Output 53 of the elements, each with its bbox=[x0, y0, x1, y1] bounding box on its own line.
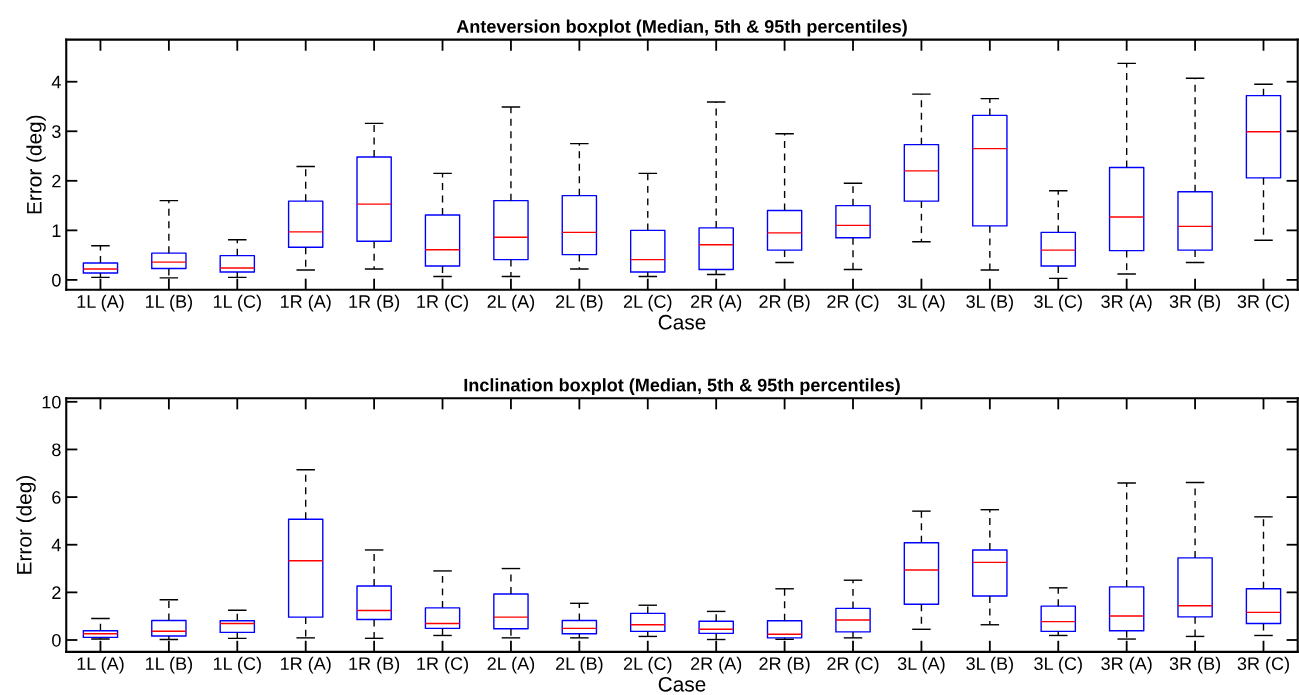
x-tick-label: 2L (B) bbox=[556, 294, 603, 312]
x-tick-label: 3L (B) bbox=[966, 294, 1013, 312]
chart-title: Inclination boxplot (Median, 5th & 95th percentiles) bbox=[464, 378, 900, 396]
y-tick-label: 4 bbox=[51, 538, 61, 552]
y-axis-title: Error (deg) bbox=[16, 476, 36, 574]
x-tick-label: 3L (C) bbox=[1034, 294, 1082, 312]
x-tick-label: 3R (B) bbox=[1169, 294, 1221, 312]
x-tick-label: 1L (B) bbox=[146, 656, 192, 674]
x-tick-label: 3R (C) bbox=[1237, 656, 1289, 674]
x-tick-label: 3L (A) bbox=[897, 294, 945, 312]
x-tick-label: 1L (A) bbox=[77, 294, 124, 312]
x-axis-title: Case bbox=[658, 676, 706, 692]
x-tick-label: 2L (C) bbox=[623, 656, 672, 674]
x-tick-label: 3R (A) bbox=[1101, 656, 1152, 674]
x-tick-label: 2L (A) bbox=[487, 294, 535, 312]
x-tick-label: 2L (C) bbox=[623, 294, 672, 312]
x-tick-label: 1L (C) bbox=[213, 294, 261, 312]
y-tick-label: 0 bbox=[52, 633, 61, 647]
x-tick-label: 2R (C) bbox=[827, 656, 879, 674]
x-tick-label: 1R (C) bbox=[417, 656, 468, 674]
x-tick-label: 2R (A) bbox=[691, 294, 742, 312]
x-tick-label: 2R (A) bbox=[691, 656, 742, 674]
y-tick-label: 4 bbox=[51, 75, 61, 89]
x-tick-label: 1R (B) bbox=[349, 656, 400, 674]
x-tick-label: 1R (A) bbox=[280, 294, 331, 312]
x-tick-label: 2R (B) bbox=[759, 656, 810, 674]
y-tick-label: 3 bbox=[52, 125, 61, 138]
x-tick-label: 2R (B) bbox=[759, 294, 810, 312]
y-tick-label: 2 bbox=[52, 174, 61, 188]
y-tick-label: 6 bbox=[52, 491, 61, 504]
y-tick-label: 2 bbox=[52, 586, 61, 599]
x-tick-label: 2R (C) bbox=[827, 294, 879, 312]
x-tick-label: 1L (B) bbox=[146, 294, 192, 312]
y-tick-label: 8 bbox=[52, 443, 61, 457]
x-tick-label: 3R (B) bbox=[1169, 656, 1221, 674]
x-tick-label: 1L (C) bbox=[213, 656, 261, 674]
x-tick-label: 3L (C) bbox=[1034, 656, 1082, 674]
x-tick-label: 3L (B) bbox=[966, 656, 1013, 674]
x-tick-label: 3R (C) bbox=[1237, 294, 1289, 312]
x-tick-label: 1R (A) bbox=[280, 656, 331, 674]
chart-title: Anteversion boxplot (Median, 5th & 95th percentiles) bbox=[456, 19, 907, 37]
x-tick-label: 1L (A) bbox=[77, 656, 124, 674]
x-tick-label: 2L (A) bbox=[487, 656, 535, 674]
x-tick-label: 3L (A) bbox=[897, 656, 945, 674]
y-tick-label: 10 bbox=[42, 395, 61, 409]
x-tick-label: 2L (B) bbox=[556, 656, 603, 674]
y-tick-label: 1 bbox=[52, 224, 61, 237]
y-axis-title: Error (deg) bbox=[26, 115, 46, 214]
x-tick-label: 3R (A) bbox=[1101, 294, 1152, 312]
x-tick-label: 1R (B) bbox=[349, 294, 400, 312]
x-axis-title: Case bbox=[658, 314, 706, 330]
x-tick-label: 1R (C) bbox=[417, 294, 468, 312]
y-tick-label: 0 bbox=[52, 273, 61, 287]
